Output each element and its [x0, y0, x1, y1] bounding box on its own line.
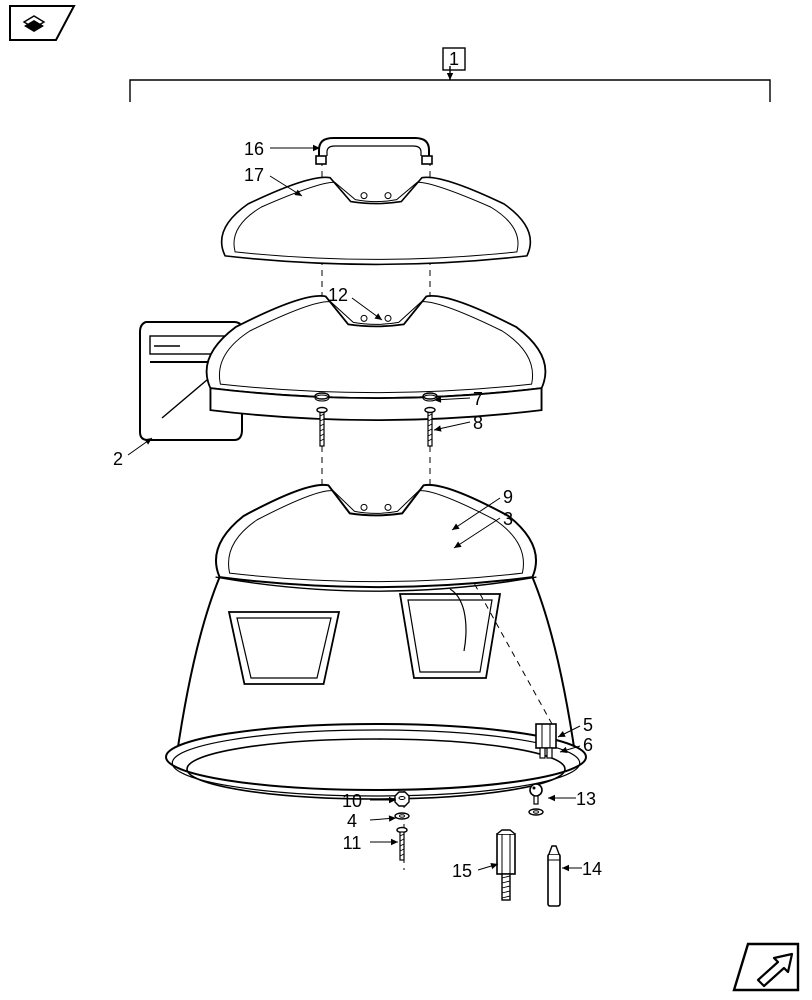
callout-label: 4: [347, 811, 357, 831]
callout-label: 7: [473, 389, 483, 409]
canvas-background: [0, 0, 812, 1000]
callout-label: 6: [583, 735, 593, 755]
callout-label: 17: [244, 165, 264, 185]
callout-label: 11: [343, 833, 362, 853]
part-pin: [548, 846, 560, 906]
callout-label: 9: [503, 487, 513, 507]
callout-label: 15: [452, 861, 472, 881]
callout-label: 14: [582, 859, 602, 879]
callout-label: 8: [473, 413, 483, 433]
callout-label: 13: [576, 789, 596, 809]
callout-label: 5: [583, 715, 593, 735]
callout-label: 2: [113, 449, 123, 469]
callout-label: 10: [342, 791, 362, 811]
callout-label: 3: [503, 509, 513, 529]
callout-label: 1: [449, 49, 459, 69]
callout-label: 12: [328, 285, 348, 305]
callout-label: 16: [244, 139, 264, 159]
